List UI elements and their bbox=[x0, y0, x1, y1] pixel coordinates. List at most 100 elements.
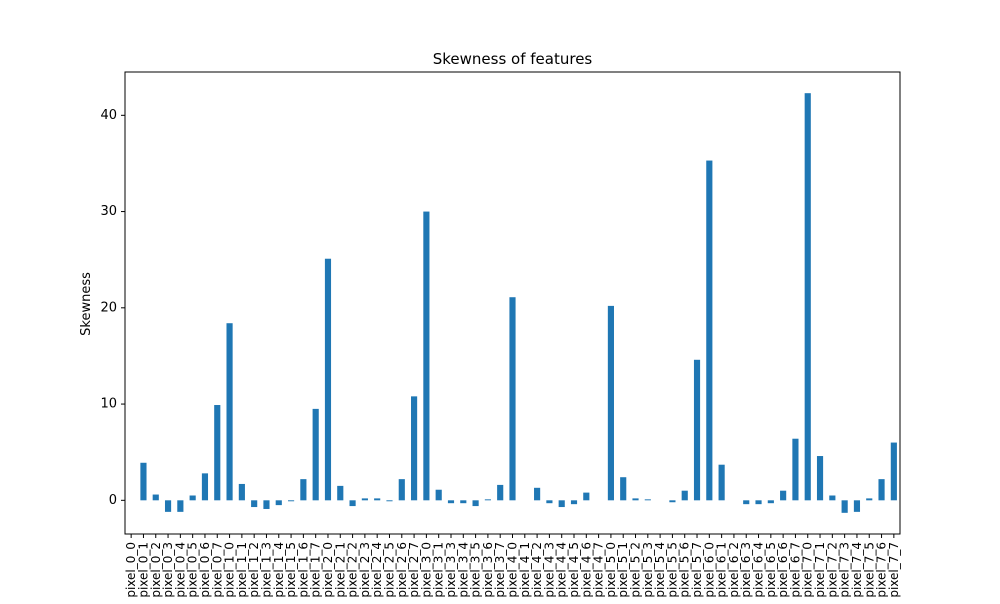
bar-pixel_3_7 bbox=[497, 484, 504, 501]
bar-pixel_7_2 bbox=[829, 495, 836, 501]
x-tick-label: pixel_0_4 bbox=[173, 542, 187, 598]
bar-pixel_0_1 bbox=[140, 462, 147, 501]
bar-pixel_2_7 bbox=[411, 396, 418, 501]
x-tick-label: pixel_1_4 bbox=[272, 542, 286, 598]
bar-pixel_0_6 bbox=[201, 473, 209, 501]
x-tick-label: pixel_2_7 bbox=[407, 542, 421, 598]
bar-pixel_3_0 bbox=[423, 211, 430, 501]
bar-pixel_1_3 bbox=[263, 500, 270, 509]
bar-pixel_4_2 bbox=[534, 487, 541, 501]
bar-pixel_5_2 bbox=[632, 498, 639, 501]
bar-pixel_0_7 bbox=[214, 405, 221, 501]
y-tick-label: 10 bbox=[100, 397, 117, 412]
x-tick-label: pixel_2_4 bbox=[370, 542, 384, 598]
x-tick-label: pixel_4_7 bbox=[592, 542, 606, 598]
x-tick-label: pixel_3_6 bbox=[481, 542, 495, 598]
x-tick-label: pixel_0_7 bbox=[210, 542, 224, 598]
bar-pixel_0_3 bbox=[164, 500, 172, 512]
x-tick-label: pixel_1_1 bbox=[235, 542, 249, 598]
x-tick-label: pixel_7_7 bbox=[887, 542, 901, 598]
bar-pixel_2_6 bbox=[398, 479, 405, 501]
x-tick-label: pixel_2_6 bbox=[395, 542, 409, 598]
bar-pixel_5_5 bbox=[669, 500, 676, 503]
bar-pixel_4_4 bbox=[558, 500, 565, 508]
x-tick-label: pixel_7_3 bbox=[838, 542, 852, 598]
x-tick-label: pixel_2_2 bbox=[346, 542, 360, 598]
x-tick-label: pixel_6_7 bbox=[788, 542, 802, 598]
bar-pixel_5_7 bbox=[693, 359, 701, 501]
y-tick-label: 40 bbox=[100, 108, 117, 123]
bar-pixel_4_5 bbox=[570, 500, 578, 505]
chart-title: Skewness of features bbox=[433, 50, 593, 68]
bar-pixel_1_4 bbox=[275, 500, 282, 506]
bar-pixel_6_1 bbox=[718, 464, 725, 501]
x-tick-label: pixel_5_5 bbox=[665, 542, 679, 598]
bar-pixel_5_1 bbox=[620, 477, 627, 501]
bar-pixel_1_1 bbox=[238, 483, 245, 501]
x-tick-label: pixel_5_7 bbox=[690, 542, 704, 598]
bar-pixel_1_7 bbox=[312, 408, 319, 501]
bar-pixel_2_3 bbox=[361, 498, 368, 501]
bar-pixel_1_5 bbox=[288, 500, 295, 502]
bar-pixel_6_7 bbox=[792, 438, 799, 501]
bar-pixel_3_3 bbox=[447, 500, 455, 504]
x-tick-label: pixel_6_1 bbox=[715, 542, 729, 598]
bar-pixel_1_0 bbox=[226, 323, 233, 501]
x-tick-label: pixel_0_2 bbox=[149, 542, 163, 598]
x-tick-label: pixel_5_4 bbox=[653, 542, 667, 598]
x-tick-label: pixel_2_0 bbox=[321, 542, 335, 598]
bar-pixel_7_5 bbox=[866, 498, 873, 501]
bar-pixel_6_3 bbox=[743, 500, 750, 505]
bar-pixel_5_0 bbox=[607, 305, 614, 501]
x-tick-label: pixel_0_1 bbox=[136, 542, 150, 598]
y-axis: 0 10 20 30 40 bbox=[100, 108, 125, 508]
x-tick-label: pixel_2_1 bbox=[333, 542, 347, 598]
x-tick-label: pixel_7_6 bbox=[875, 542, 889, 598]
bar-pixel_5_6 bbox=[681, 490, 688, 501]
bar-pixel_7_6 bbox=[878, 479, 885, 501]
x-tick-label: pixel_1_5 bbox=[284, 542, 298, 598]
bar-pixel_7_3 bbox=[841, 500, 848, 513]
bar-pixel_2_2 bbox=[349, 500, 356, 507]
bar-pixel_2_1 bbox=[337, 485, 344, 501]
x-tick-label: pixel_6_3 bbox=[739, 542, 753, 598]
x-tick-label: pixel_3_1 bbox=[432, 542, 446, 598]
x-tick-label: pixel_4_3 bbox=[542, 542, 556, 598]
bar-pixel_7_7 bbox=[890, 442, 897, 501]
plot-frame bbox=[124, 71, 901, 535]
bar-pixel_3_6 bbox=[484, 499, 491, 501]
x-tick-label: pixel_7_0 bbox=[801, 542, 815, 598]
bar-pixel_4_0 bbox=[509, 297, 516, 501]
x-tick-label: pixel_7_5 bbox=[862, 542, 876, 598]
x-tick-label: pixel_1_3 bbox=[259, 542, 273, 598]
x-tick-label: pixel_6_2 bbox=[727, 542, 741, 598]
bars bbox=[140, 93, 897, 513]
x-axis: pixel_0_0pixel_0_1pixel_0_2pixel_0_3pixe… bbox=[124, 534, 901, 598]
x-tick-label: pixel_0_6 bbox=[198, 542, 212, 598]
y-tick-label: 20 bbox=[100, 300, 117, 315]
x-tick-label: pixel_7_4 bbox=[850, 542, 864, 598]
bar-pixel_4_6 bbox=[583, 492, 590, 501]
x-tick-label: pixel_6_4 bbox=[752, 542, 766, 598]
bar-pixel_3_1 bbox=[435, 489, 442, 501]
x-tick-label: pixel_4_5 bbox=[567, 542, 581, 598]
bar-pixel_3_5 bbox=[472, 500, 479, 507]
x-tick-label: pixel_1_7 bbox=[309, 542, 323, 598]
x-tick-label: pixel_5_1 bbox=[616, 542, 630, 598]
x-tick-label: pixel_4_2 bbox=[530, 542, 544, 598]
bar-pixel_6_6 bbox=[780, 490, 787, 501]
bar-pixel_1_2 bbox=[251, 500, 258, 508]
x-tick-label: pixel_0_5 bbox=[186, 542, 200, 598]
x-tick-label: pixel_4_4 bbox=[555, 542, 569, 598]
x-tick-label: pixel_3_3 bbox=[444, 542, 458, 598]
x-tick-label: pixel_7_2 bbox=[825, 542, 839, 598]
x-tick-label: pixel_0_0 bbox=[124, 542, 138, 598]
bar-pixel_6_5 bbox=[767, 500, 774, 504]
bar-pixel_2_5 bbox=[386, 500, 393, 502]
x-tick-label: pixel_6_5 bbox=[764, 542, 778, 598]
x-tick-label: pixel_2_5 bbox=[382, 542, 396, 598]
x-tick-label: pixel_0_3 bbox=[161, 542, 175, 598]
bar-pixel_2_4 bbox=[374, 498, 381, 501]
